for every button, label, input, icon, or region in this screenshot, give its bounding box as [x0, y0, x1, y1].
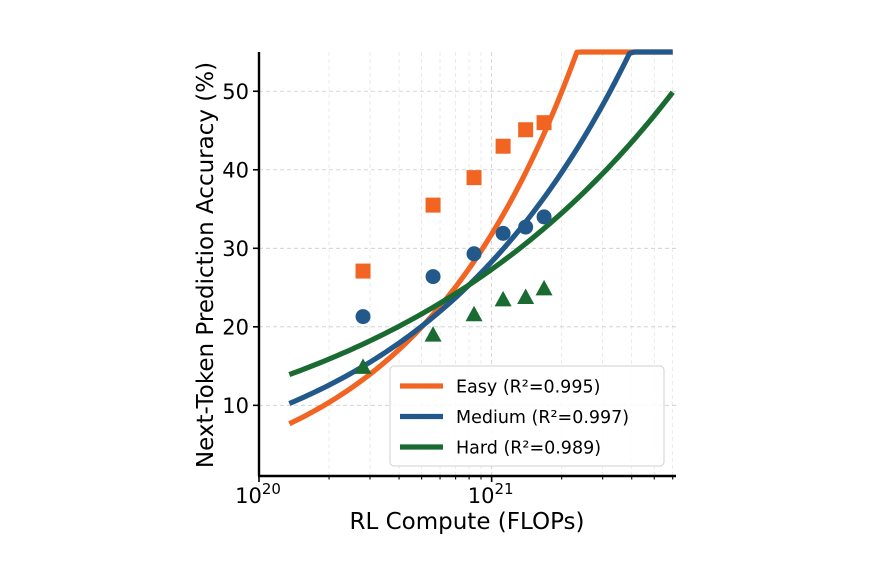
point-hard	[517, 288, 535, 304]
legend-label-hard: Hard (R²=0.989)	[456, 439, 601, 459]
fit-line-hard	[288, 90, 675, 378]
point-medium	[355, 309, 371, 325]
y-tick-label: 10	[222, 394, 249, 418]
point-hard	[535, 279, 553, 296]
y-tick-label: 20	[222, 315, 249, 339]
point-easy	[466, 170, 482, 186]
point-medium	[536, 209, 552, 225]
point-easy	[495, 138, 511, 154]
legend: Easy (R²=0.995) Medium (R²=0.997) Hard (R²…	[389, 365, 665, 467]
legend-box	[389, 365, 665, 467]
fit-line-medium	[288, 49, 673, 406]
legend-label-medium: Medium (R²=0.997)	[456, 408, 629, 428]
point-hard	[354, 358, 372, 374]
point-easy	[518, 122, 534, 138]
legend-label-easy: Easy (R²=0.995)	[456, 378, 600, 398]
y-tick-label: 50	[222, 80, 249, 104]
y-axis-ticks: 10 20 30 40 50	[222, 80, 259, 418]
point-hard	[465, 305, 483, 322]
x-tick-label: 1020	[235, 480, 281, 508]
x-axis-label: RL Compute (FLOPs)	[349, 509, 584, 535]
point-hard	[424, 326, 442, 342]
point-medium	[425, 269, 441, 285]
x-tick-label: 1021	[468, 480, 514, 508]
fit-line-easy	[288, 49, 673, 427]
point-easy	[536, 115, 552, 131]
y-tick-label: 30	[222, 237, 249, 261]
point-medium	[518, 219, 534, 235]
x-axis-ticks: 1020 1021	[235, 476, 674, 508]
point-hard	[494, 290, 512, 307]
y-axis-label: Next-Token Prediction Accuracy (%)	[193, 62, 219, 468]
point-medium	[466, 246, 482, 262]
point-easy	[355, 263, 371, 279]
y-tick-label: 40	[222, 158, 249, 182]
data-markers	[354, 115, 553, 374]
fit-lines	[288, 49, 675, 427]
point-medium	[495, 225, 511, 241]
point-easy	[425, 197, 441, 213]
